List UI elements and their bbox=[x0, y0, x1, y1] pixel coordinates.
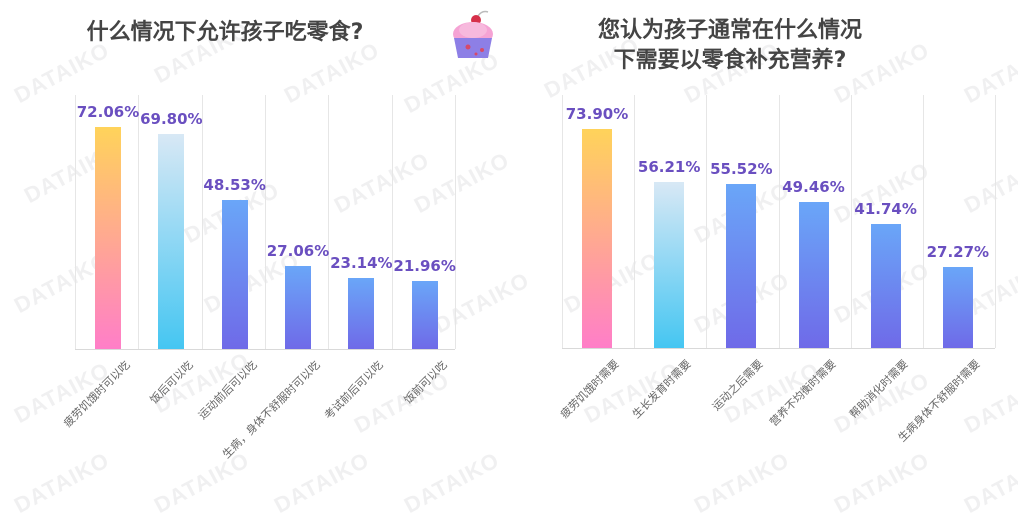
category-label: 饭后可以吃 bbox=[147, 358, 196, 407]
category-label: 疲劳饥饿时需要 bbox=[557, 357, 622, 422]
left-chart-title: 什么情况下允许孩子吃零食? bbox=[86, 20, 364, 45]
category-label: 帮助消化时需要 bbox=[846, 357, 911, 422]
grid-line bbox=[706, 95, 707, 348]
bar bbox=[726, 183, 757, 348]
right-chart-title: 您认为孩子通常在什么情况 下需要以零食补充营养? bbox=[560, 16, 900, 76]
grid-line bbox=[138, 95, 139, 349]
value-label: 27.06% bbox=[266, 241, 330, 260]
bar bbox=[798, 201, 829, 348]
value-label: 49.46% bbox=[782, 177, 845, 196]
watermark-text: DATAIKO bbox=[149, 447, 254, 518]
value-label: 72.06% bbox=[76, 103, 140, 122]
grid-line bbox=[328, 95, 329, 349]
watermark-text: DATAIKO bbox=[269, 447, 374, 518]
bar bbox=[411, 281, 438, 349]
category-label: 运动前后可以吃 bbox=[195, 358, 260, 423]
watermark-text: DATAIKO bbox=[689, 447, 794, 518]
grid-line bbox=[851, 95, 852, 348]
grid-line bbox=[392, 95, 393, 349]
right-chart-title-line-1: 您认为孩子通常在什么情况 bbox=[597, 18, 862, 43]
value-label: 69.80% bbox=[140, 110, 203, 129]
category-label: 饭前可以吃 bbox=[401, 358, 450, 407]
value-label: 27.27% bbox=[926, 243, 990, 262]
watermark-text: DATAIKO bbox=[959, 447, 1018, 518]
left-bar-chart: 72.06% 疲劳饥饿时可以吃 69.80% 饭后可以吃 48.53% 运动前后可以吃 27… bbox=[61, 95, 456, 461]
category-label: 营养不均衡时需要 bbox=[766, 357, 839, 429]
watermark-text: DATAIKO bbox=[399, 447, 504, 518]
bar bbox=[285, 265, 311, 349]
value-label: 21.96% bbox=[393, 257, 456, 276]
grid-line bbox=[265, 95, 266, 349]
bar bbox=[942, 267, 973, 348]
grid-line bbox=[995, 95, 996, 348]
grid-line bbox=[562, 95, 563, 348]
bar bbox=[582, 129, 612, 348]
grid-line bbox=[202, 95, 203, 349]
right-chart-title-line-2: 下需要以零食补充营养? bbox=[613, 48, 847, 73]
x-axis-line bbox=[562, 348, 995, 349]
grid-line bbox=[779, 95, 780, 348]
grid-line bbox=[455, 95, 456, 349]
cupcake-icon bbox=[448, 10, 498, 62]
bar bbox=[654, 181, 685, 348]
bar bbox=[95, 127, 121, 349]
grid-line bbox=[75, 95, 76, 349]
bar bbox=[158, 134, 185, 349]
value-label: 23.14% bbox=[330, 253, 393, 272]
grid-line bbox=[923, 95, 924, 348]
category-label: 疲劳饥饿时可以吃 bbox=[61, 358, 133, 430]
value-label: 41.74% bbox=[854, 200, 917, 219]
value-label: 56.21% bbox=[637, 157, 701, 176]
value-label: 73.90% bbox=[565, 105, 629, 124]
right-bar-chart: 73.90% 疲劳饥饿时需要 56.21% 生长发育时需要 55.52% 运动之后需要 49… bbox=[558, 95, 996, 444]
bar bbox=[870, 224, 901, 348]
bar bbox=[221, 199, 248, 349]
x-axis-line bbox=[75, 349, 455, 350]
watermark-text: DATAIKO bbox=[9, 447, 114, 518]
watermark-text: DATAIKO bbox=[829, 447, 934, 518]
category-label: 运动之后需要 bbox=[710, 357, 766, 414]
value-label: 55.52% bbox=[710, 159, 773, 178]
category-label: 考试前后可以吃 bbox=[322, 358, 386, 423]
value-label: 48.53% bbox=[203, 175, 266, 194]
bar bbox=[348, 277, 375, 349]
grid-line bbox=[634, 95, 635, 348]
category-label: 生长发育时需要 bbox=[630, 357, 694, 422]
